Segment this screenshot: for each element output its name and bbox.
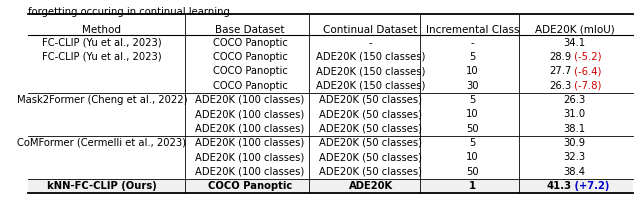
Text: CoMFormer (Cermelli et al., 2023): CoMFormer (Cermelli et al., 2023) (17, 138, 186, 148)
Text: 5: 5 (469, 52, 476, 62)
Text: Base Dataset: Base Dataset (215, 25, 285, 35)
Text: 5: 5 (469, 95, 476, 105)
Text: 10: 10 (466, 152, 479, 162)
Text: 1: 1 (469, 181, 476, 191)
Text: ADE20K (50 classes): ADE20K (50 classes) (319, 138, 422, 148)
Text: ADE20K (50 classes): ADE20K (50 classes) (319, 95, 422, 105)
Text: -: - (369, 38, 372, 48)
Text: 28.9: 28.9 (549, 52, 572, 62)
Text: FC-CLIP (Yu et al., 2023): FC-CLIP (Yu et al., 2023) (42, 38, 161, 48)
Text: ADE20K (100 classes): ADE20K (100 classes) (195, 109, 305, 119)
Text: 30: 30 (466, 81, 479, 91)
Text: COCO Panoptic: COCO Panoptic (212, 52, 287, 62)
Text: 41.3: 41.3 (547, 181, 572, 191)
Text: 10: 10 (466, 109, 479, 119)
Text: ADE20K (50 classes): ADE20K (50 classes) (319, 166, 422, 177)
Text: ADE20K (50 classes): ADE20K (50 classes) (319, 109, 422, 119)
Text: 10: 10 (466, 66, 479, 76)
Text: ADE20K: ADE20K (349, 181, 392, 191)
Text: COCO Panoptic: COCO Panoptic (212, 81, 287, 91)
Text: ADE20K (50 classes): ADE20K (50 classes) (319, 124, 422, 134)
Text: 50: 50 (466, 166, 479, 177)
Text: (-7.8): (-7.8) (572, 81, 602, 91)
Text: 31.0: 31.0 (563, 109, 586, 119)
Text: (-6.4): (-6.4) (572, 66, 602, 76)
Text: FC-CLIP (Yu et al., 2023): FC-CLIP (Yu et al., 2023) (42, 52, 161, 62)
Text: 50: 50 (466, 124, 479, 134)
Text: ADE20K (150 classes): ADE20K (150 classes) (316, 66, 425, 76)
Text: ADE20K (100 classes): ADE20K (100 classes) (195, 166, 305, 177)
Text: ADE20K (100 classes): ADE20K (100 classes) (195, 152, 305, 162)
Text: ADE20K (50 classes): ADE20K (50 classes) (319, 152, 422, 162)
Text: COCO Panoptic: COCO Panoptic (208, 181, 292, 191)
Text: ADE20K (150 classes): ADE20K (150 classes) (316, 52, 425, 62)
Text: 26.3: 26.3 (549, 81, 572, 91)
Text: ADE20K (150 classes): ADE20K (150 classes) (316, 81, 425, 91)
Text: 26.3: 26.3 (563, 95, 586, 105)
Text: COCO Panoptic: COCO Panoptic (212, 66, 287, 76)
Text: (-5.2): (-5.2) (572, 52, 602, 62)
Text: kNN-FC-CLIP (Ours): kNN-FC-CLIP (Ours) (47, 181, 157, 191)
Text: -: - (470, 38, 474, 48)
Text: 34.1: 34.1 (563, 38, 586, 48)
Text: ADE20K (100 classes): ADE20K (100 classes) (195, 138, 305, 148)
Text: 38.4: 38.4 (563, 166, 586, 177)
Text: 30.9: 30.9 (563, 138, 586, 148)
Text: ADE20K (100 classes): ADE20K (100 classes) (195, 124, 305, 134)
Text: Method: Method (83, 25, 122, 35)
Text: 38.1: 38.1 (563, 124, 586, 134)
Text: 32.3: 32.3 (563, 152, 586, 162)
Text: ADE20K (mIoU): ADE20K (mIoU) (534, 25, 614, 35)
Text: 5: 5 (469, 138, 476, 148)
FancyBboxPatch shape (28, 179, 633, 193)
Text: ADE20K (100 classes): ADE20K (100 classes) (195, 95, 305, 105)
Text: (+7.2): (+7.2) (572, 181, 610, 191)
Text: Continual Dataset: Continual Dataset (323, 25, 418, 35)
Text: Incremental Class: Incremental Class (426, 25, 519, 35)
Text: Mask2Former (Cheng et al., 2022): Mask2Former (Cheng et al., 2022) (17, 95, 187, 105)
Text: 27.7: 27.7 (549, 66, 572, 76)
Text: forgetting occuring in continual learning.: forgetting occuring in continual learnin… (28, 7, 233, 17)
Text: COCO Panoptic: COCO Panoptic (212, 38, 287, 48)
